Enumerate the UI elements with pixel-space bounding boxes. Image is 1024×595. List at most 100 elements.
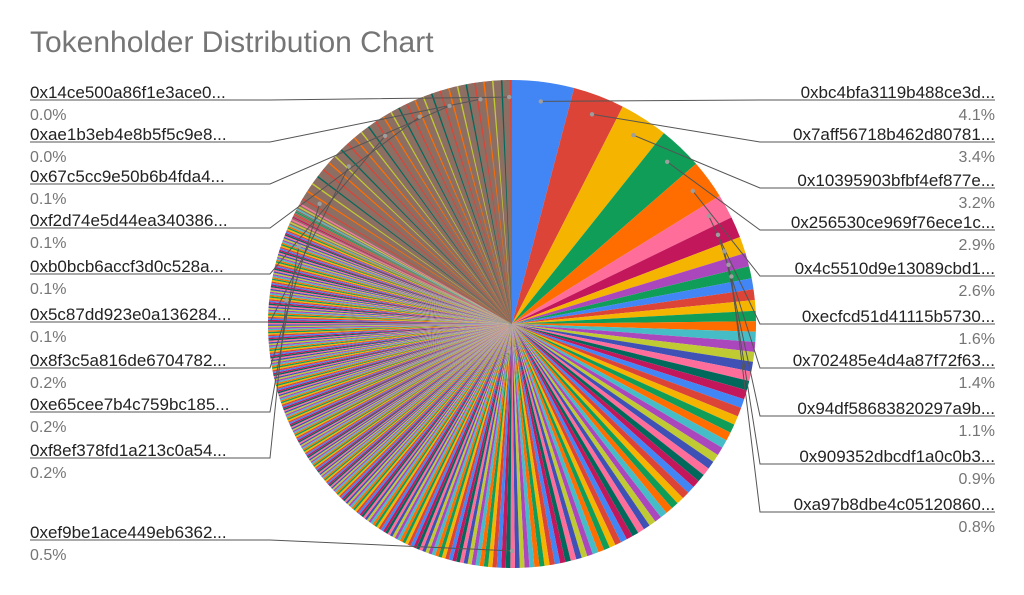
pie-slice <box>274 324 512 381</box>
leader-dot <box>538 99 543 104</box>
pie-slice <box>512 324 745 408</box>
leader-dot <box>706 213 711 219</box>
pie-slice <box>281 324 512 407</box>
pie-slice <box>441 324 512 559</box>
pie-slice <box>278 324 512 395</box>
pie-slice <box>274 324 512 384</box>
pie-slice <box>268 318 512 324</box>
pie-slice <box>471 324 512 566</box>
pie-slice <box>281 242 512 324</box>
pie-slice <box>272 276 512 324</box>
slice-label: 0x8f3c5a816de6704782... <box>30 351 227 370</box>
leader-line <box>30 98 481 143</box>
pie-slice <box>344 324 512 503</box>
pie-slice <box>288 324 512 423</box>
pie-slice <box>293 215 512 324</box>
pie-slice <box>425 324 512 554</box>
pie-slice <box>268 324 512 347</box>
slice-label: 0x67c5cc9e50b6b4fda4... <box>30 167 225 186</box>
pie-slice <box>328 162 512 324</box>
pie-slice <box>445 324 512 560</box>
pie-slice <box>317 175 512 324</box>
pie-slice <box>512 324 577 561</box>
leader-line <box>30 105 450 185</box>
slice-percent: 0.1% <box>30 235 66 252</box>
pie-slice <box>273 324 512 377</box>
pie-slice <box>512 324 627 543</box>
pie-slice <box>267 322 512 325</box>
pie-slice <box>505 324 512 568</box>
pie-slice <box>273 324 512 375</box>
pie-slice <box>268 312 512 324</box>
pie-slice <box>282 241 512 324</box>
pie-slice <box>274 265 512 324</box>
leader-line <box>540 99 995 102</box>
slice-percent: 0.2% <box>30 419 66 436</box>
pie-slice <box>512 278 754 324</box>
pie-slice <box>512 324 747 400</box>
pie-slice <box>268 310 512 324</box>
pie-slice <box>463 324 512 564</box>
pie-slice <box>347 143 512 324</box>
pie-slice <box>280 246 512 324</box>
pie-slice <box>268 324 512 338</box>
pie-slice <box>268 324 512 332</box>
pie-slice <box>280 245 512 324</box>
pie-slice <box>512 289 755 324</box>
pie-slice <box>284 235 512 324</box>
pie-slice <box>389 324 512 537</box>
pie-slice <box>315 324 512 471</box>
pie-slice <box>512 324 550 566</box>
pie-slice <box>475 324 512 566</box>
pie-slice <box>304 324 512 455</box>
pie-slice <box>512 310 756 324</box>
pie-slice <box>512 324 678 509</box>
leader-dot <box>715 232 721 237</box>
pie-slice <box>268 324 512 337</box>
pie-slice <box>512 195 732 324</box>
pie-slice <box>269 299 512 324</box>
pie-slice <box>272 324 512 374</box>
pie-slice <box>275 324 512 387</box>
slice-percent: 3.4% <box>959 149 995 166</box>
slice-label: 0x14ce500a86f1e3ace0... <box>30 83 226 102</box>
pie-slice <box>268 300 512 324</box>
pie-slice <box>311 183 512 324</box>
pie-slice <box>512 133 697 324</box>
pie-slice <box>512 324 661 522</box>
pie-slice <box>394 324 512 540</box>
pie-slice <box>276 324 512 391</box>
pie-slice <box>268 324 512 335</box>
pie-slice <box>339 324 512 498</box>
pie-slice <box>303 324 512 452</box>
slice-percent: 0.1% <box>30 329 66 346</box>
pie-slice <box>268 305 512 324</box>
pie-slice <box>283 324 512 412</box>
pie-slice <box>268 324 512 334</box>
pie-slice <box>448 324 512 561</box>
pie-slice <box>270 324 512 361</box>
pie-slice <box>512 324 605 553</box>
leader-dot <box>631 133 636 138</box>
pie-slice <box>281 324 512 405</box>
pie-slice <box>309 324 512 462</box>
pie-slice <box>296 324 512 441</box>
slice-label: 0xae1b3eb4e8b5f5c9e8... <box>30 125 227 144</box>
slice-label: 0xf8ef378fd1a213c0a54... <box>30 441 227 460</box>
pie-slice <box>416 324 512 550</box>
pie-slice <box>270 290 512 324</box>
leader-dot <box>417 114 422 119</box>
pie-slice <box>434 324 512 557</box>
pie-slice <box>285 232 512 324</box>
pie-slice <box>368 324 512 523</box>
pie-slice <box>277 253 512 324</box>
pie-slice <box>407 324 512 546</box>
pie-slice <box>333 324 512 492</box>
pie-slice <box>289 221 512 324</box>
pie-slice <box>272 324 512 371</box>
pie-slice <box>278 250 512 324</box>
leader-dot <box>729 274 734 279</box>
pie-slice <box>512 324 639 537</box>
pie-slice <box>319 324 512 476</box>
